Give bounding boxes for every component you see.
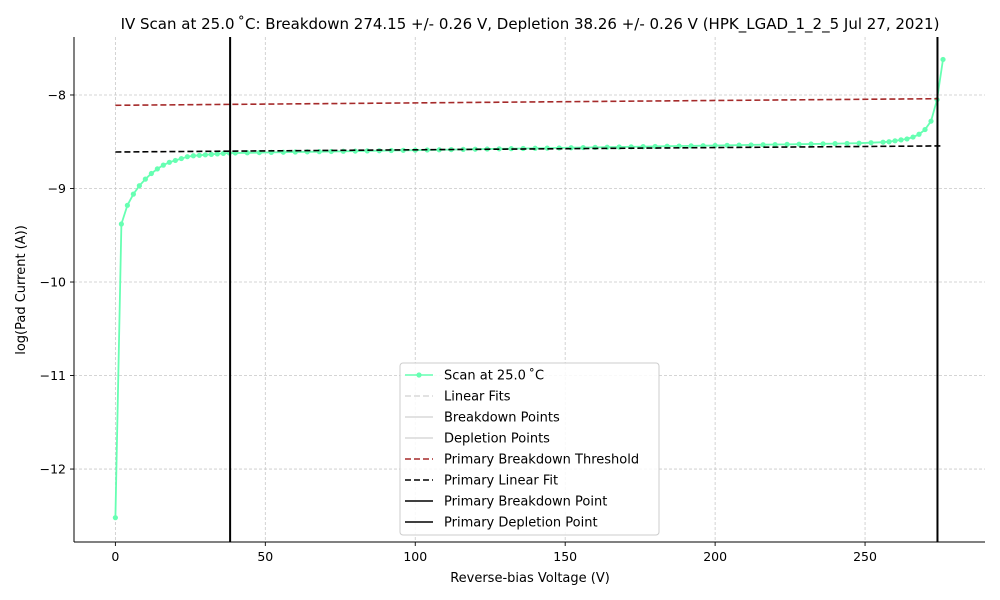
y-tick-label: −10: [40, 275, 66, 290]
scan-data-point: [748, 142, 754, 148]
legend-label-primary-breakdown-threshold: Primary Breakdown Threshold: [444, 453, 639, 468]
scan-data-point: [904, 136, 910, 142]
scan-data-point: [202, 152, 208, 158]
legend-label-linear-fits: Linear Fits: [444, 390, 511, 405]
scan-data-point: [898, 137, 904, 143]
scan-data-point: [844, 140, 850, 147]
y-tick-label: −12: [40, 462, 66, 477]
scan-data-point: [118, 221, 124, 227]
scan-data-point: [760, 142, 766, 148]
scan-data-point: [856, 140, 862, 146]
scan-data-point: [196, 152, 202, 158]
scan-data-point: [208, 151, 214, 157]
scan-data-point: [772, 141, 778, 148]
scan-data-point: [580, 144, 586, 151]
legend-box: [399, 362, 660, 536]
plot-area: [112, 37, 946, 542]
scan-data-point: [214, 151, 220, 157]
scan-data-point: [808, 141, 814, 147]
scan-data-point: [154, 166, 160, 172]
scan-data-point: [112, 515, 118, 521]
scan-data-point: [124, 202, 130, 208]
scan-data-point: [556, 145, 562, 151]
x-tick-label: 0: [111, 549, 119, 564]
scan-data-point: [508, 146, 514, 152]
legend-label-primary-breakdown-point: Primary Breakdown Point: [444, 495, 607, 510]
scan-data-point: [910, 134, 916, 140]
scan-data-point: [190, 153, 196, 159]
scan-data-point: [712, 142, 718, 149]
x-tick-label: 50: [257, 549, 273, 564]
scan-data-point: [400, 147, 406, 153]
scan-data-point: [436, 147, 442, 153]
scan-data-point: [880, 139, 886, 145]
scan-data-point: [136, 183, 142, 189]
x-tick-label: 150: [553, 549, 577, 564]
legend-marker-scan-at-25-0-c: [416, 372, 422, 378]
axes: 0 50 100 150 200 250 −12 −11 −10 −9 −8: [40, 37, 985, 564]
scan-data-point: [178, 155, 184, 162]
scan-data-point: [724, 142, 730, 148]
scan-data-point: [166, 159, 172, 165]
scan-data-point: [940, 56, 946, 63]
legend-label-breakdown-points: Breakdown Points: [444, 411, 560, 426]
legend-label-scan-at-25-0-c: Scan at 25.0 ˚C: [444, 368, 544, 384]
legend-label-depletion-points: Depletion Points: [444, 432, 550, 447]
x-tick-label: 100: [403, 549, 427, 564]
scan-data-point: [352, 148, 358, 154]
chart-title: IV Scan at 25.0 ˚C: Breakdown 274.15 +/-…: [121, 15, 940, 34]
scan-data-point: [172, 157, 178, 164]
scan-data-point: [832, 141, 838, 147]
scan-data-point: [820, 141, 826, 147]
scan-data-point: [736, 142, 742, 148]
x-tick-label: 250: [853, 549, 877, 564]
scan-data-point: [220, 150, 226, 157]
scan-data-point: [796, 141, 802, 147]
scan-data-point: [184, 154, 190, 160]
scan-data-point: [340, 148, 346, 154]
scan-data-point: [568, 145, 574, 151]
y-tick-label: −9: [48, 181, 66, 196]
scan-data-point: [160, 162, 166, 168]
scan-data-point: [130, 191, 136, 197]
y-tick-label: −8: [48, 87, 66, 102]
scan-data-point: [928, 118, 934, 124]
scan-data-point: [916, 131, 922, 137]
scan-data-point: [886, 139, 892, 145]
x-axis-label: Reverse-bias Voltage (V): [450, 571, 610, 586]
scan-data-point: [142, 176, 148, 182]
scan-data-point: [922, 126, 928, 133]
y-axis-label: log(Pad Current (A)): [14, 225, 29, 355]
scan-data-point: [892, 138, 898, 144]
scan-data-point: [784, 141, 790, 147]
legend: Scan at 25.0 ˚C Linear Fits Breakdown Poin…: [399, 362, 660, 536]
legend-label-primary-linear-fit: Primary Linear Fit: [444, 474, 558, 489]
primary-breakdown-threshold-line: [115, 97, 938, 107]
y-tick-label: −11: [40, 368, 66, 383]
scan-data-point: [472, 146, 478, 152]
primary-linear-fit-line: [115, 145, 944, 153]
legend-label-primary-depletion-point: Primary Depletion Point: [444, 516, 598, 531]
x-tick-label: 200: [703, 549, 727, 564]
scan-data-point: [868, 140, 874, 146]
scan-data-point: [148, 170, 154, 177]
